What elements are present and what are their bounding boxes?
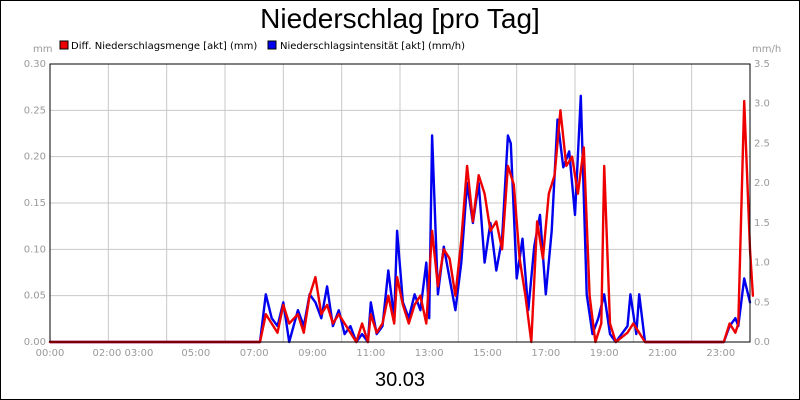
y-right-tick-label: 1.0 — [754, 258, 770, 269]
x-tick-label: 02:00 03:00 — [93, 348, 154, 359]
x-tick-label: 17:00 — [531, 348, 560, 359]
y-left-tick-label: 0.25 — [24, 105, 46, 116]
date-label: 30.03 — [375, 369, 425, 391]
x-tick-label: 21:00 — [648, 348, 677, 359]
legend-label-menge: Diff. Niederschlagsmenge [akt] (mm) — [71, 41, 257, 52]
plot-border — [49, 63, 751, 343]
chart-title: Niederschlag [pro Tag] — [260, 3, 540, 34]
y-left-unit: mm — [33, 44, 52, 55]
y-right-tick-label: 3.5 — [754, 59, 770, 70]
legend-label-intensitaet: Niederschlagsintensität [akt] (mm/h) — [280, 41, 465, 52]
x-tick-label: 13:00 — [415, 348, 444, 359]
x-tick-label: 09:00 — [298, 348, 327, 359]
legend-swatch-red — [59, 40, 69, 50]
y-left-tick-label: 0.10 — [24, 244, 46, 255]
y-right-unit: mm/h — [752, 44, 781, 55]
legend-swatch-blue — [267, 40, 277, 50]
x-tick-label: 19:00 — [590, 348, 619, 359]
grid — [49, 63, 751, 343]
y-right-tick-label: 2.0 — [754, 178, 770, 189]
y-left-tick-label: 0.15 — [24, 198, 46, 209]
y-left-tick-label: 0.00 — [24, 337, 46, 348]
y-right-tick-label: 0.5 — [754, 297, 770, 308]
x-tick-label: 23:00 — [706, 348, 735, 359]
x-ticks: 00:00 02:00 03:00 05:00 07:00 09:00 11:00 13:0… — [36, 348, 736, 359]
x-tick-label: 11:00 — [356, 348, 385, 359]
y-right-tick-label: 1.5 — [754, 218, 770, 229]
legend: Diff. Niederschlagsmenge [akt] (mm) Nied… — [59, 40, 465, 52]
series-line-intensity — [48, 94, 752, 344]
series-lines — [48, 94, 755, 344]
y-left-tick-label: 0.30 — [24, 59, 46, 70]
series-line-amount — [48, 99, 755, 344]
x-tick-label: 00:00 — [36, 348, 65, 359]
y-left-ticks: 0.00 0.05 0.10 0.15 0.20 0.25 0.30 — [24, 59, 46, 348]
y-right-ticks: 0.0 0.5 1.0 1.5 2.0 2.5 3.0 3.5 — [754, 59, 770, 348]
y-right-tick-label: 0.0 — [754, 337, 770, 348]
x-tick-label: 07:00 — [240, 348, 269, 359]
y-left-tick-label: 0.20 — [24, 152, 46, 163]
y-right-tick-label: 3.0 — [754, 99, 770, 110]
y-left-tick-label: 0.05 — [24, 291, 46, 302]
x-tick-label: 05:00 — [181, 348, 210, 359]
x-tick-label: 15:00 — [473, 348, 502, 359]
y-right-tick-label: 2.5 — [754, 138, 770, 149]
